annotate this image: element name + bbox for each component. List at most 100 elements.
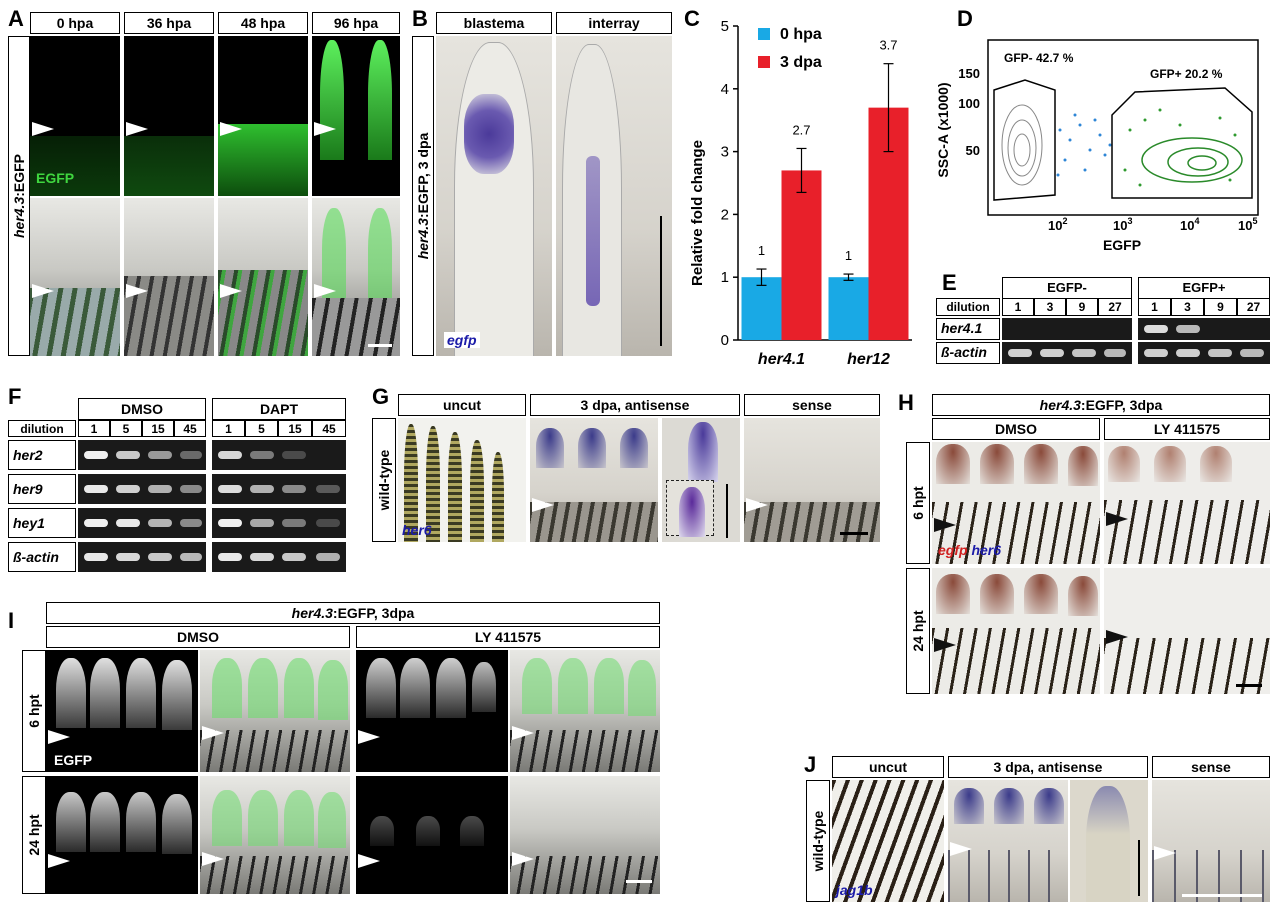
gel-lane-group [1002, 318, 1132, 340]
panel-b-interray-image [556, 36, 672, 356]
gel-band [180, 485, 202, 493]
panel-f-row-her9: her9 [8, 474, 76, 504]
panel-e-dilution: 9 [1204, 298, 1237, 316]
gel-band [282, 519, 306, 527]
panel-label-i: I [8, 608, 15, 633]
panel-e-dilution: 1 [1002, 298, 1034, 316]
gel-band [1208, 349, 1232, 357]
panel-h-title: her4.3:EGFP, 3dpa [932, 394, 1270, 416]
panel-g-header-uncut: uncut [398, 394, 526, 416]
panel-i-title-rest: :EGFP, 3dpa [332, 605, 415, 621]
amputation-arrow [950, 842, 972, 856]
gel-band [180, 553, 202, 561]
panel-a-fluor-48hpa [218, 36, 308, 196]
gel-band [116, 519, 140, 527]
panel-a-side-rest: :EGFP [11, 153, 27, 197]
y-tick-label: 3 [721, 144, 729, 161]
panel-d-flow-plot: GFP- 42.7 % GFP+ 20.2 % 150 100 50 SSC-A… [935, 39, 1259, 253]
panel-f-dilution: 15 [142, 420, 174, 437]
gel-band [84, 553, 108, 561]
panel-f-dilution: 5 [110, 420, 142, 437]
amputation-arrow [202, 726, 224, 740]
scale-bar [840, 532, 868, 535]
panel-e-dilution: 3 [1034, 298, 1066, 316]
data-label: 1 [758, 243, 765, 258]
gate-positive-label: GFP+ 20.2 % [1150, 67, 1223, 81]
panel-b-side-gene: her4.3 [415, 218, 431, 260]
gel-band [218, 485, 242, 493]
panel-j-side-label: wild-type [806, 780, 830, 902]
panel-label-c: C [684, 6, 700, 31]
panel-a-side-gene: her4.3 [11, 196, 27, 239]
gel-band [250, 451, 274, 459]
panel-j-header-uncut: uncut [832, 756, 944, 778]
contour [1007, 119, 1037, 177]
gel-band [1240, 349, 1264, 357]
panel-j-header-antisense: 3 dpa, antisense [948, 756, 1148, 778]
panel-f-dilution: 1 [78, 420, 110, 437]
panel-f-dilution: 45 [174, 420, 206, 437]
panel-i-ly-24hpt-merge [510, 776, 660, 894]
scale-bar [1138, 840, 1140, 896]
panel-g-side-text: wild-type [376, 449, 392, 511]
panel-g-sense-image [744, 418, 880, 542]
contour [1141, 137, 1243, 183]
bar-her4.1-0-hpa [741, 277, 782, 340]
panel-b-side-label: her4.3:EGFP, 3 dpa [412, 36, 434, 356]
panel-b-header-blastema: blastema [436, 12, 552, 34]
panel-b-probe-label: egfp [444, 332, 480, 348]
gel-band [316, 519, 340, 527]
gel-band [1176, 349, 1200, 357]
panel-a-header-96hpa: 96 hpa [312, 12, 400, 34]
gel-lane-group [1002, 342, 1132, 364]
panel-a-fluor-96hpa [312, 36, 400, 196]
gel-lane-group [78, 440, 206, 470]
panel-i-header-ly: LY 411575 [356, 626, 660, 648]
x-tick: 103 [1113, 216, 1132, 233]
y-axis-label: Relative fold change [689, 140, 706, 286]
panel-i-dmso-6hpt-merge [200, 650, 350, 772]
panel-h-dmso-6hpt: egfp her6 [932, 442, 1100, 564]
amputation-arrow [358, 730, 380, 744]
gel-band [180, 451, 202, 459]
scale-bar [626, 880, 652, 883]
gel-band [148, 519, 172, 527]
gel-band [1104, 349, 1126, 357]
panel-i-ly-6hpt-egfp [356, 650, 508, 772]
legend-swatch [758, 56, 770, 68]
panel-j-side-text: wild-type [810, 810, 826, 872]
gel-band [180, 519, 202, 527]
x-axis-label: EGFP [1103, 237, 1141, 253]
panel-j-probe-label: jag1b [836, 882, 873, 898]
gel-lane-group [1138, 318, 1270, 340]
gel-band [250, 553, 274, 561]
panel-i-ly-24hpt-egfp [356, 776, 508, 894]
scale-bar [368, 344, 392, 347]
amputation-arrow [32, 122, 54, 136]
panel-e-dilution: 27 [1237, 298, 1270, 316]
panel-h-ly-6hpt [1104, 442, 1270, 564]
amputation-arrow [1154, 846, 1176, 860]
gel-band [84, 485, 108, 493]
gel-lane-group [1138, 342, 1270, 364]
panel-e-row-her41: her4.1 [936, 318, 1000, 340]
panel-j-section-image [1070, 780, 1148, 902]
scatter-gfp-positive [1123, 108, 1237, 187]
gate-gfp-negative [993, 79, 1056, 201]
panel-h-probe-labels: egfp her6 [938, 542, 1002, 558]
contour [1187, 155, 1217, 171]
gel-band [282, 451, 306, 459]
gel-lane-group [212, 542, 346, 572]
panel-a-fluor-0hpa: EGFP [30, 36, 120, 196]
gel-lane-group [212, 474, 346, 504]
y-tick: 150 [958, 66, 980, 81]
gel-lane-group [78, 508, 206, 538]
scatter-intermediate [1056, 113, 1112, 177]
panel-h-header-ly: LY 411575 [1104, 418, 1270, 440]
y-tick-label: 2 [721, 206, 729, 223]
amputation-arrow [512, 726, 534, 740]
amputation-arrow [934, 518, 956, 532]
panel-b-side-rest: :EGFP, 3 dpa [415, 132, 431, 219]
panel-i-row-label-6hpt: 6 hpt [22, 650, 46, 772]
amputation-arrow [32, 284, 54, 298]
